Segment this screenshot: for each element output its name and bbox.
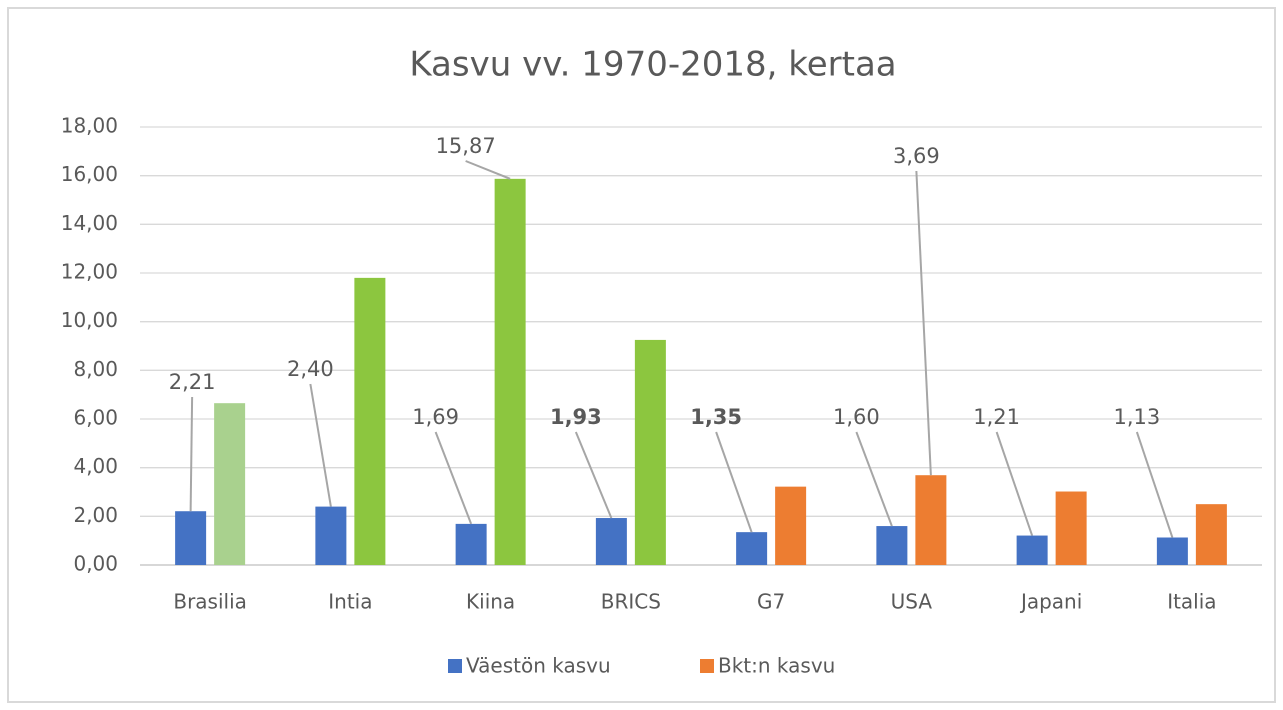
y-tick-label: 14,00 (61, 211, 118, 235)
leader-line (855, 431, 893, 527)
data-label: 2,21 (169, 370, 216, 394)
data-label: 3,69 (893, 144, 940, 168)
legend-swatch (448, 659, 462, 673)
x-tick-label: BRICS (601, 590, 661, 614)
bar (1195, 504, 1227, 565)
leader-line (1135, 431, 1174, 538)
bar (214, 403, 246, 565)
y-tick-label: 10,00 (61, 308, 118, 332)
chart-title: Kasvu vv. 1970-2018, kertaa (409, 45, 896, 85)
bar (1016, 535, 1048, 565)
leader-line (189, 396, 194, 512)
bar (1156, 537, 1188, 565)
bar (1055, 491, 1087, 565)
x-tick-label: Japani (1019, 590, 1082, 614)
bar (315, 506, 347, 565)
leader-line (915, 170, 932, 476)
bar (494, 178, 526, 565)
legend-label: Väestön kasvu (466, 654, 611, 678)
x-tick-label: Intia (328, 590, 372, 614)
bar (736, 532, 768, 565)
x-tick-label: Brasilia (173, 590, 247, 614)
y-tick-label: 4,00 (73, 454, 118, 478)
leader-line (434, 431, 473, 525)
data-label: 1,93 (550, 405, 602, 429)
data-label: 2,40 (287, 357, 334, 381)
y-tick-label: 18,00 (61, 114, 118, 138)
y-tick-label: 16,00 (61, 162, 118, 186)
bar (595, 518, 627, 565)
data-label: 1,35 (690, 405, 742, 429)
y-tick-label: 8,00 (73, 357, 118, 381)
y-tick-label: 6,00 (73, 406, 118, 430)
data-label: 1,21 (973, 405, 1020, 429)
y-tick-label: 0,00 (73, 552, 118, 576)
bar (876, 526, 908, 565)
leader-line (309, 383, 332, 507)
legend-label: Bkt:n kasvu (718, 654, 835, 678)
bar (915, 475, 947, 565)
x-tick-label: USA (891, 590, 933, 614)
leader-line (715, 431, 753, 533)
legend-swatch (700, 659, 714, 673)
x-tick-label: G7 (757, 590, 785, 614)
y-tick-label: 2,00 (73, 503, 118, 527)
leader-line (574, 431, 613, 519)
bar (775, 486, 807, 565)
data-label: 15,87 (436, 134, 496, 158)
leader-line (465, 160, 511, 180)
x-tick-label: Italia (1167, 590, 1216, 614)
data-label: 1,60 (833, 405, 880, 429)
data-label: 1,13 (1113, 405, 1160, 429)
bar (455, 523, 487, 565)
x-tick-label: Kiina (466, 590, 515, 614)
bar (634, 339, 666, 565)
y-tick-label: 12,00 (61, 260, 118, 284)
bar (175, 511, 207, 565)
leader-line (995, 431, 1034, 536)
data-label: 1,69 (412, 405, 459, 429)
bar (354, 277, 386, 565)
